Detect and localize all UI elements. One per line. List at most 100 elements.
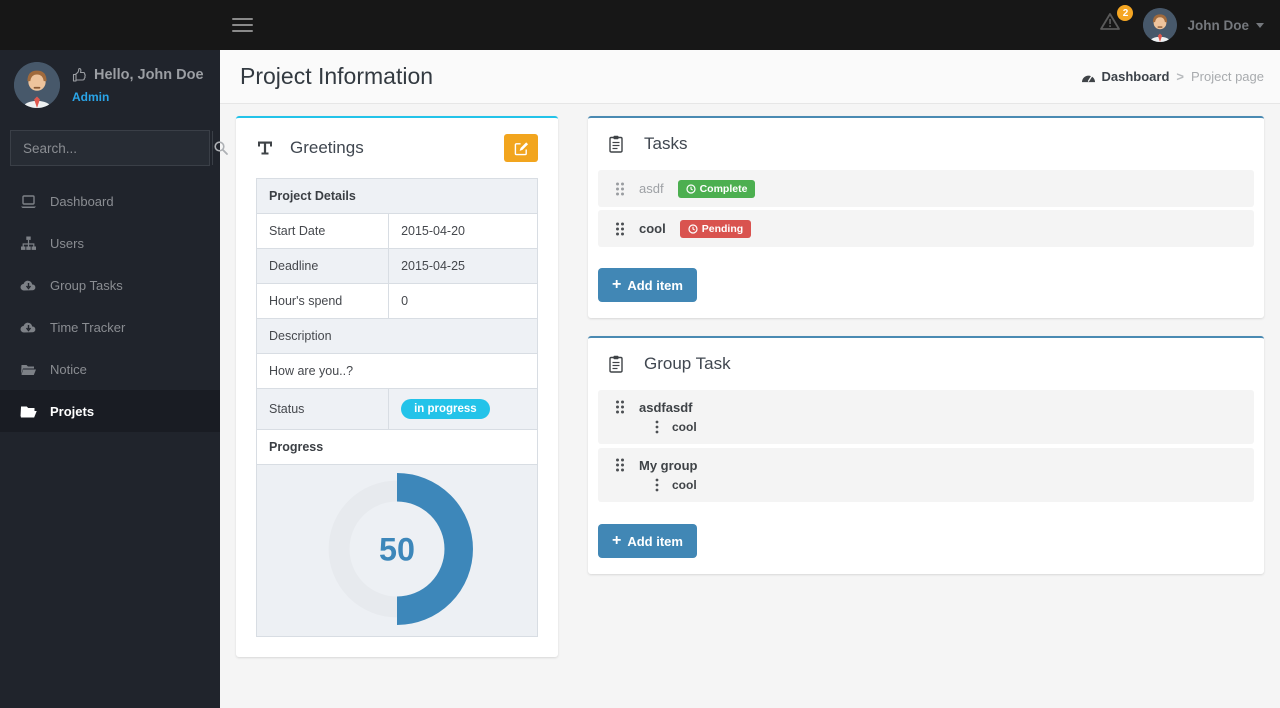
group-row[interactable]: My group cool xyxy=(598,448,1254,502)
breadcrumb-separator: > xyxy=(1176,69,1184,84)
user-name: John Doe xyxy=(1187,17,1249,33)
drag-handle-icon[interactable] xyxy=(614,399,626,415)
sidebar-item-label: Users xyxy=(50,235,84,251)
task-row[interactable]: asdf Complete xyxy=(598,170,1254,207)
laptop-icon xyxy=(20,193,37,210)
warning-triangle-icon xyxy=(1100,13,1121,30)
text-icon xyxy=(258,141,272,155)
speedometer-icon xyxy=(1081,75,1095,83)
row-value: 0 xyxy=(388,283,538,319)
sidebar-item-label: Dashboard xyxy=(50,193,114,209)
sidebar-item-projects[interactable]: Projets xyxy=(0,390,220,432)
sidebar-menu: Dashboard Users Group Tasks xyxy=(0,180,220,432)
notifications-button[interactable]: 2 xyxy=(1099,5,1134,40)
sidebar-item-group-tasks[interactable]: Group Tasks xyxy=(0,264,220,306)
greetings-card: Greetings Project Details Start Date 201… xyxy=(236,116,558,657)
edit-pencil-icon xyxy=(514,141,528,155)
sidebar: Hello, John Doe Admin Dashboard xyxy=(0,50,228,708)
add-group-item-button[interactable]: + Add item xyxy=(598,524,697,558)
task-name: cool xyxy=(639,221,666,236)
description-value: How are you..? xyxy=(256,353,538,389)
sidebar-item-users[interactable]: Users xyxy=(0,222,220,264)
folder-open-icon xyxy=(20,361,37,378)
task-status-badge[interactable]: Pending xyxy=(679,219,752,238)
sidebar-item-time-tracker[interactable]: Time Tracker xyxy=(0,306,220,348)
vertical-dots-icon xyxy=(655,478,659,492)
tasks-card-title: Tasks xyxy=(644,134,688,153)
sidebar-item-label: Group Tasks xyxy=(50,277,123,293)
clipboard-icon xyxy=(609,135,623,153)
sub-task-name: cool xyxy=(672,420,697,434)
row-value: 2015-04-25 xyxy=(388,248,538,284)
progress-label: Progress xyxy=(256,429,538,465)
sitemap-icon xyxy=(20,235,37,252)
task-row[interactable]: cool Pending xyxy=(598,210,1254,247)
sidebar-item-notice[interactable]: Notice xyxy=(0,348,220,390)
search-input[interactable] xyxy=(11,131,212,165)
user-role: Admin xyxy=(72,90,110,104)
tasks-card: Tasks asdf xyxy=(588,116,1264,318)
search-icon xyxy=(214,141,228,155)
sidebar-greeting: Hello, John Doe xyxy=(94,67,204,83)
drag-handle-icon[interactable] xyxy=(614,457,626,473)
sidebar-search xyxy=(10,130,228,166)
task-status-badge[interactable]: Complete xyxy=(677,179,756,198)
status-badge: in progress xyxy=(401,399,490,419)
sidebar-profile: Hello, John Doe Admin xyxy=(0,50,220,122)
breadcrumb: Dashboard > Project page xyxy=(1081,69,1264,84)
drag-handle-icon[interactable] xyxy=(614,221,626,237)
cloud-download-icon xyxy=(20,277,37,294)
status-label: Status xyxy=(255,388,390,430)
task-name: asdf xyxy=(639,181,664,196)
hamburger-menu-icon[interactable] xyxy=(232,14,253,36)
group-name: asdfasdf xyxy=(639,399,693,415)
vertical-dots-icon xyxy=(655,420,659,434)
breadcrumb-current: Project page xyxy=(1191,69,1264,84)
group-sub-item[interactable]: cool xyxy=(655,420,1238,434)
breadcrumb-dashboard-link[interactable]: Dashboard xyxy=(1081,69,1170,84)
task-status-label: Complete xyxy=(699,182,748,195)
topbar: 2 John Doe xyxy=(0,0,1280,50)
group-sub-item[interactable]: cool xyxy=(655,478,1238,492)
add-task-button[interactable]: + Add item xyxy=(598,268,697,302)
main-area: Project Information Dashboard > Project … xyxy=(220,50,1280,708)
group-task-card-title: Group Task xyxy=(644,354,731,373)
thumbs-up-icon xyxy=(72,67,86,82)
sidebar-item-label: Time Tracker xyxy=(50,319,126,335)
progress-value: 50 xyxy=(379,531,415,567)
clipboard-icon xyxy=(609,355,623,373)
group-name: My group xyxy=(639,457,698,473)
description-label: Description xyxy=(256,318,538,354)
user-avatar[interactable] xyxy=(1143,8,1178,42)
row-label: Deadline xyxy=(255,248,390,284)
progress-donut-chart: 50 xyxy=(256,464,538,637)
group-row[interactable]: asdfasdf cool xyxy=(598,390,1254,444)
row-label: Hour's spend xyxy=(255,283,390,319)
profile-avatar xyxy=(14,62,60,108)
plus-icon: + xyxy=(612,276,622,293)
project-details-table: Project Details Start Date 2015-04-20 De… xyxy=(255,178,538,637)
add-task-label: Add item xyxy=(627,277,683,293)
row-label: Start Date xyxy=(255,213,390,249)
page-header: Project Information Dashboard > Project … xyxy=(220,50,1280,104)
task-status-label: Pending xyxy=(701,222,744,235)
page-title: Project Information xyxy=(240,63,434,89)
sub-task-name: cool xyxy=(672,478,697,492)
sidebar-item-label: Projets xyxy=(50,403,95,419)
clock-icon xyxy=(688,223,698,234)
breadcrumb-home-label: Dashboard xyxy=(1101,69,1170,84)
chevron-down-icon xyxy=(1256,22,1264,28)
folder-open-icon xyxy=(20,403,37,420)
search-button[interactable] xyxy=(212,131,229,165)
edit-button[interactable] xyxy=(504,134,538,162)
sidebar-item-dashboard[interactable]: Dashboard xyxy=(0,180,220,222)
add-group-item-label: Add item xyxy=(627,533,683,549)
cloud-download-icon xyxy=(20,319,37,336)
greetings-card-title: Greetings xyxy=(290,138,364,157)
row-value: 2015-04-20 xyxy=(388,213,538,249)
group-task-card: Group Task asdfasdf xyxy=(588,336,1264,574)
user-menu[interactable]: John Doe xyxy=(1187,18,1264,33)
table-header-cell: Project Details xyxy=(256,178,538,214)
drag-handle-icon[interactable] xyxy=(614,181,626,197)
notification-count-badge: 2 xyxy=(1117,5,1134,21)
